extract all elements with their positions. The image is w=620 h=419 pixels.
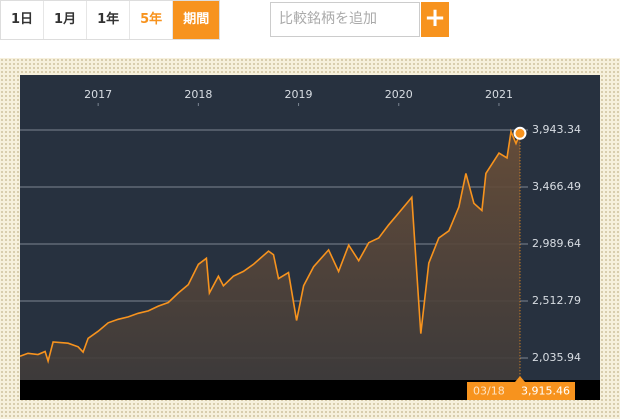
y-tick-label: 3,466.49 xyxy=(532,180,581,193)
search-input[interactable]: 比較銘柄を追加 xyxy=(270,2,420,37)
range-button[interactable]: 期間 xyxy=(173,1,220,39)
range-button[interactable]: 1日 xyxy=(1,1,45,39)
range-button[interactable]: 5年 xyxy=(130,1,174,39)
current-label-box xyxy=(467,382,575,400)
range-button[interactable]: 1月 xyxy=(44,1,88,39)
footer-bar xyxy=(20,380,600,400)
x-tick-label: 2018 xyxy=(184,88,212,101)
current-marker xyxy=(513,126,527,140)
current-value: 3,915.46 xyxy=(521,385,570,398)
area xyxy=(20,131,520,380)
y-tick-label: 2,035.94 xyxy=(532,351,581,364)
label-pointer xyxy=(515,376,525,382)
chart-panel: 2,035.94 2,512.79 2,989.64 3,466.49 3,943.34… xyxy=(0,58,620,419)
x-tick-label: 2019 xyxy=(285,88,313,101)
range-button[interactable]: 1年 xyxy=(87,1,131,39)
range-selector: 1日 1月 1年 5年 期間 xyxy=(0,0,221,40)
y-tick-label: 3,943.34 xyxy=(532,123,581,136)
x-tick-label: 2021 xyxy=(485,88,513,101)
x-tick-label: 2017 xyxy=(84,88,112,101)
add-button[interactable]: + xyxy=(421,2,449,37)
current-date: 03/18 xyxy=(473,385,505,398)
toolbar: 1日 1月 1年 5年 期間 比較銘柄を追加 + xyxy=(0,0,620,58)
x-tick-label: 2020 xyxy=(385,88,413,101)
y-tick-label: 2,989.64 xyxy=(532,237,581,250)
y-tick-label: 2,512.79 xyxy=(532,294,581,307)
line xyxy=(19,128,521,364)
chart: 2,035.94 2,512.79 2,989.64 3,466.49 3,943.34… xyxy=(19,75,600,400)
